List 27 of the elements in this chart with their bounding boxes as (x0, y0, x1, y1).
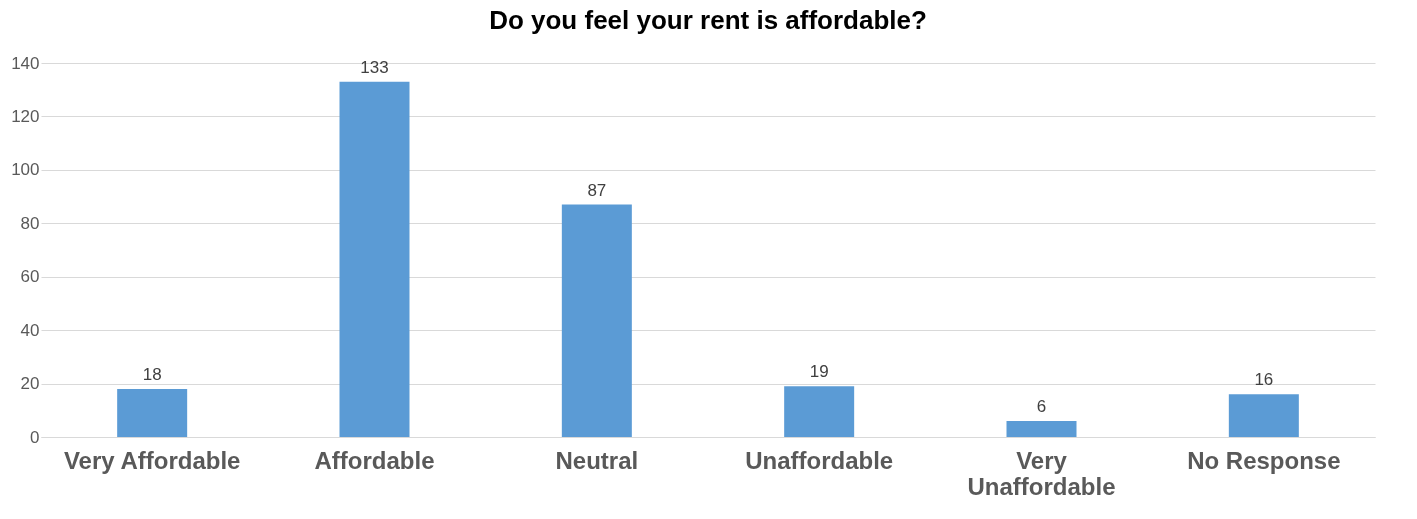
y-tick-label: 80 (20, 213, 40, 233)
y-tick-label: 60 (20, 267, 40, 287)
chart-title: Do you feel your rent is affordable? (489, 5, 927, 35)
bar (117, 388, 188, 437)
data-label: 19 (809, 362, 829, 382)
y-tick-label: 0 (30, 427, 40, 447)
x-tick-label: No Response (1187, 446, 1341, 474)
data-label: 87 (587, 180, 607, 200)
bar (561, 204, 632, 437)
y-tick-label: 20 (20, 374, 40, 394)
bar (339, 81, 410, 437)
bar (1006, 420, 1077, 437)
bar (784, 386, 855, 437)
data-label: 18 (142, 364, 162, 384)
x-tick-label: Neutral (555, 446, 639, 474)
x-tick-label: Affordable (314, 446, 435, 474)
data-label: 133 (360, 57, 389, 77)
y-tick-label: 140 (11, 53, 40, 73)
y-tick-label: 120 (11, 106, 40, 126)
data-label: 6 (1036, 396, 1047, 416)
x-tick-label: Very Affordable (63, 446, 241, 474)
data-label: 16 (1254, 370, 1274, 390)
x-tick-label: Unaffordable (745, 446, 894, 474)
x-tick-label: Very Unaffordable (967, 446, 1116, 500)
y-tick-label: 100 (11, 160, 40, 180)
bar (1228, 394, 1299, 437)
y-tick-label: 40 (20, 320, 40, 340)
